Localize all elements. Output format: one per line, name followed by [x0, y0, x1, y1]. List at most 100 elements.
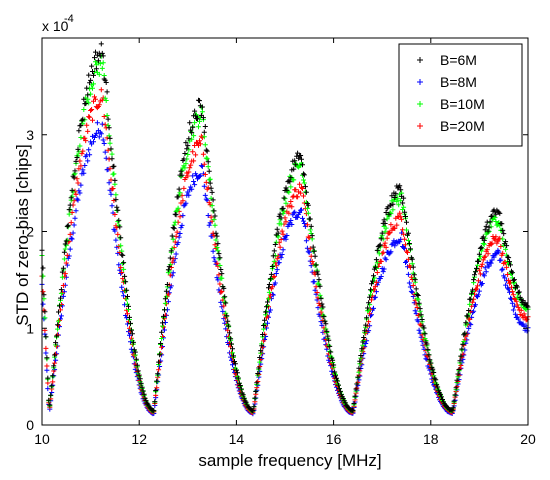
data-point	[221, 295, 227, 301]
data-point	[197, 173, 203, 179]
data-point	[394, 222, 400, 228]
data-point	[320, 304, 326, 310]
data-point	[524, 328, 530, 334]
data-point	[100, 137, 106, 143]
data-point	[215, 241, 221, 247]
data-point	[476, 251, 482, 257]
data-point	[459, 346, 465, 352]
data-point	[455, 371, 461, 377]
data-point	[372, 264, 378, 270]
x-tick-label: 10	[34, 431, 50, 447]
data-point	[205, 164, 211, 170]
data-point	[359, 346, 365, 352]
data-point	[161, 313, 166, 319]
data-point	[199, 104, 205, 110]
data-point	[380, 249, 386, 255]
data-point	[230, 350, 235, 356]
data-point	[511, 296, 517, 301]
data-point	[165, 291, 171, 297]
data-point	[497, 235, 503, 241]
data-point	[112, 177, 118, 183]
data-point	[116, 262, 122, 268]
data-point	[284, 233, 290, 238]
data-point	[159, 344, 165, 350]
data-point	[217, 281, 223, 287]
data-point	[124, 296, 130, 302]
data-point	[93, 66, 99, 72]
data-point	[40, 301, 46, 307]
data-point	[299, 207, 304, 213]
data-point	[393, 191, 399, 197]
data-point	[270, 253, 276, 259]
data-point	[518, 307, 524, 313]
data-point	[480, 234, 486, 240]
data-point	[374, 260, 380, 266]
data-point	[433, 377, 439, 383]
data-point	[257, 355, 263, 360]
data-point	[66, 211, 72, 217]
data-point	[279, 252, 285, 257]
data-point	[136, 372, 142, 378]
data-point	[435, 384, 441, 390]
data-point	[303, 199, 309, 205]
data-point	[456, 367, 462, 372]
data-point	[113, 192, 119, 198]
data-point	[368, 287, 373, 293]
data-point	[392, 195, 398, 200]
data-point	[45, 375, 51, 381]
data-point	[431, 370, 437, 375]
data-point	[155, 371, 161, 377]
data-point	[98, 131, 104, 137]
data-point	[503, 239, 509, 245]
data-point	[161, 324, 166, 330]
data-point	[470, 287, 476, 293]
data-point	[323, 321, 329, 327]
data-point	[208, 214, 214, 220]
data-point	[477, 271, 483, 277]
data-point	[205, 159, 211, 165]
data-point	[395, 196, 401, 202]
data-point	[170, 225, 176, 231]
legend: B=6M B=8M B=10M B=20M	[398, 43, 523, 147]
data-point	[62, 241, 68, 247]
data-point	[87, 114, 93, 120]
data-point	[204, 156, 210, 162]
data-point	[60, 265, 66, 271]
data-point	[256, 365, 262, 371]
data-point	[225, 327, 231, 333]
data-point	[154, 378, 160, 384]
data-point	[156, 359, 162, 365]
data-point	[87, 86, 93, 92]
data-point	[265, 320, 270, 326]
data-point	[106, 125, 112, 131]
data-point	[44, 367, 50, 373]
data-point	[305, 202, 311, 208]
data-point	[300, 215, 305, 221]
data-point	[106, 180, 112, 186]
data-point	[175, 205, 181, 211]
data-point	[163, 288, 169, 294]
data-point	[282, 196, 288, 202]
data-point	[312, 263, 318, 269]
data-point	[187, 120, 193, 126]
data-point	[96, 71, 102, 77]
x-tick-label: 18	[423, 431, 439, 447]
data-point	[60, 293, 66, 299]
data-point	[383, 257, 389, 263]
data-point	[83, 101, 89, 106]
data-point	[289, 222, 295, 227]
data-point	[415, 293, 421, 298]
legend-marker	[417, 123, 423, 129]
data-point	[291, 193, 297, 199]
data-point	[274, 226, 280, 232]
data-point	[503, 246, 509, 252]
data-point	[162, 307, 167, 313]
data-point	[166, 264, 172, 270]
data-point	[192, 108, 198, 114]
data-point	[499, 267, 505, 273]
legend-label: B=20M	[440, 118, 485, 134]
data-point	[218, 289, 224, 295]
data-point	[122, 302, 128, 308]
data-point	[165, 267, 171, 273]
